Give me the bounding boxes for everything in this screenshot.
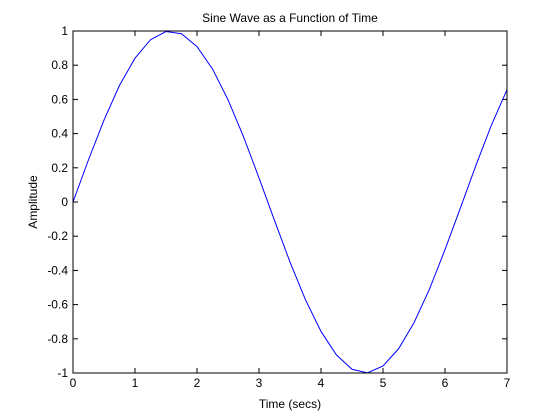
labels-layer: 0 1 2 3 4 5 6 7 -1 -0.8 -0.6 -0.4 -0.2 0 0.2 0.4 0.6 0.8 1: [47, 24, 510, 390]
sine-series-line: [72, 30, 508, 374]
y-tick-label: -1: [57, 366, 68, 380]
x-tick-label: 7: [504, 376, 511, 390]
x-tick-label: 5: [380, 376, 387, 390]
axes-box: [72, 30, 508, 374]
y-tick-label: 0.6: [51, 92, 68, 106]
y-tick-label: -0.8: [47, 332, 68, 346]
x-tick-label: 4: [318, 376, 325, 390]
y-tick-label: -0.2: [47, 229, 68, 243]
x-tick-label: 0: [70, 376, 77, 390]
series-layer: [72, 30, 508, 374]
x-tick-label: 2: [194, 376, 201, 390]
y-tick-label: 0: [61, 195, 68, 209]
plot-area: [73, 31, 507, 373]
x-tick-label: 1: [132, 376, 139, 390]
y-tick-label: 1: [61, 24, 68, 38]
x-axis-title: Time (secs): [259, 397, 321, 411]
x-tick-label: 3: [256, 376, 263, 390]
chart-title: Sine Wave as a Function of Time: [202, 11, 378, 25]
y-tick-label: 0.8: [51, 58, 68, 72]
y-tick-label: -0.6: [47, 298, 68, 312]
y-axis-title: Amplitude: [26, 175, 40, 229]
y-tick-label: 0.4: [51, 127, 68, 141]
x-tick-label: 6: [442, 376, 449, 390]
y-tick-label: -0.4: [47, 263, 68, 277]
y-tick-label: 0.2: [51, 161, 68, 175]
